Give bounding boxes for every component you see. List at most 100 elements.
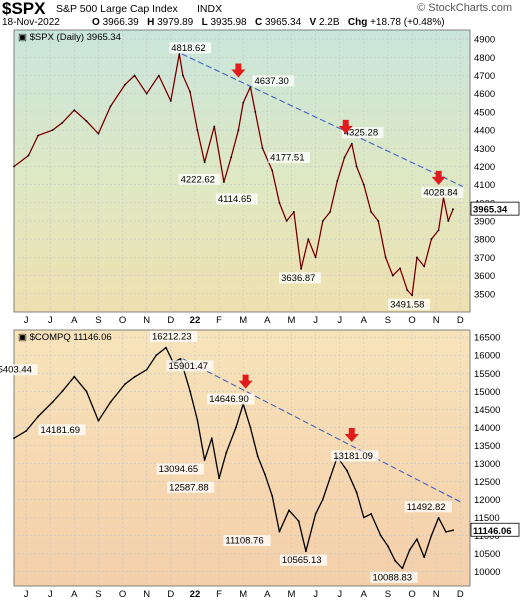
quote-date: 18-Nov-2022 — [2, 17, 60, 28]
y-tick-label: 11500 — [474, 513, 500, 524]
x-tick-label: N — [143, 315, 150, 326]
data-point — [406, 289, 409, 292]
data-point — [213, 125, 216, 128]
data-point — [133, 74, 136, 77]
y-tick-label: 3500 — [474, 289, 495, 300]
y-tick-label: 4500 — [474, 107, 495, 118]
y-tick-label: 16500 — [474, 333, 500, 344]
x-tick-label: F — [216, 589, 222, 600]
data-point — [297, 520, 300, 522]
data-point — [336, 180, 339, 182]
data-point — [196, 419, 199, 421]
data-point — [51, 129, 54, 132]
annotation-bg — [38, 424, 86, 436]
y-tick-label: 12500 — [474, 477, 500, 488]
x-tick-label: O — [408, 315, 415, 326]
open-value: 3966.39 — [102, 17, 139, 28]
data-point — [355, 165, 358, 168]
data-point — [189, 390, 192, 393]
down-arrow-icon — [344, 427, 359, 442]
annotation-bg — [421, 187, 464, 199]
data-point — [73, 109, 76, 111]
price-annotation: 3636.87 — [281, 273, 315, 284]
data-point — [109, 105, 112, 108]
x-tick-label: J — [24, 589, 29, 600]
brand-watermark[interactable]: © StockCharts.com — [417, 2, 512, 14]
x-tick-label: A — [264, 589, 271, 600]
y-tick-label: 13000 — [474, 459, 500, 470]
price-annotation: 4637.30 — [254, 76, 288, 87]
price-annotation: 15403.44 — [0, 365, 32, 376]
ohlc-readout: O 3966.39 H 3979.89 L 3935.98 C 3965.34 … — [92, 17, 445, 28]
data-point — [452, 208, 454, 211]
data-point — [256, 455, 259, 458]
data-point — [85, 120, 88, 122]
x-tick-label: A — [361, 315, 368, 326]
data-point — [387, 545, 389, 548]
data-point — [73, 375, 76, 378]
price-annotation: 11108.76 — [225, 536, 263, 547]
data-point — [196, 129, 199, 132]
x-tick-label: D — [457, 315, 464, 326]
data-point — [203, 161, 206, 164]
x-tick-label: J — [48, 315, 53, 326]
x-tick-label: J — [313, 315, 318, 326]
data-point — [145, 368, 148, 371]
down-arrow-icon — [431, 170, 446, 185]
y-tick-label: 15500 — [474, 369, 500, 380]
x-tick-label: J — [313, 589, 318, 600]
annotation-bg — [178, 173, 221, 185]
data-point — [346, 469, 348, 472]
x-tick-label: O — [119, 589, 126, 600]
data-point — [437, 516, 440, 519]
data-point — [445, 531, 447, 533]
data-point — [314, 256, 317, 259]
last-value-label: 3965.34 — [473, 205, 508, 216]
y-tick-label: 14000 — [474, 423, 500, 434]
data-point — [230, 156, 233, 159]
y-tick-label: 12000 — [474, 495, 500, 506]
low-value: 3935.98 — [210, 17, 247, 28]
y-tick-label: 4200 — [474, 162, 495, 173]
x-tick-label: S — [95, 589, 101, 600]
x-tick-label: A — [361, 589, 368, 600]
price-annotation: 4818.62 — [171, 43, 205, 54]
x-tick-label: O — [408, 589, 415, 600]
annotation-bg — [388, 298, 430, 310]
y-tick-label: 3900 — [474, 217, 495, 228]
annotation-bg — [167, 481, 215, 493]
data-point — [169, 100, 172, 102]
annotation-bg — [370, 571, 418, 583]
x-tick-label: 22 — [190, 589, 201, 600]
x-tick-label: D — [457, 589, 464, 600]
x-tick-label: J — [24, 315, 29, 326]
data-point — [242, 101, 245, 104]
plot-area — [13, 29, 471, 313]
x-tick-label: J — [337, 589, 342, 600]
data-point — [343, 156, 346, 159]
data-point — [261, 147, 264, 150]
plot-area — [13, 329, 471, 587]
data-point — [437, 229, 440, 232]
data-point — [264, 473, 266, 476]
resistance-trendline — [182, 358, 463, 504]
y-tick-label: 10000 — [474, 567, 500, 578]
price-annotation: 4177.51 — [270, 153, 304, 164]
data-point — [27, 154, 30, 157]
y-tick-label: 15000 — [474, 387, 500, 398]
data-point — [416, 538, 418, 540]
y-tick-label: 4600 — [474, 89, 495, 100]
index-description: S&P 500 Large Cap Index — [56, 3, 178, 15]
x-tick-label: M — [287, 589, 295, 600]
chart-panel-2: 1000010500110001150012000125001300013500… — [0, 329, 520, 600]
data-point — [350, 142, 353, 145]
data-point — [379, 534, 382, 537]
annotation-bg — [215, 193, 258, 205]
data-point — [271, 169, 274, 172]
data-point — [85, 390, 88, 393]
y-tick-label: 4900 — [474, 35, 495, 46]
price-annotation: 10088.83 — [372, 572, 412, 583]
data-point — [225, 451, 228, 454]
data-point — [370, 211, 372, 213]
data-point — [203, 459, 206, 461]
